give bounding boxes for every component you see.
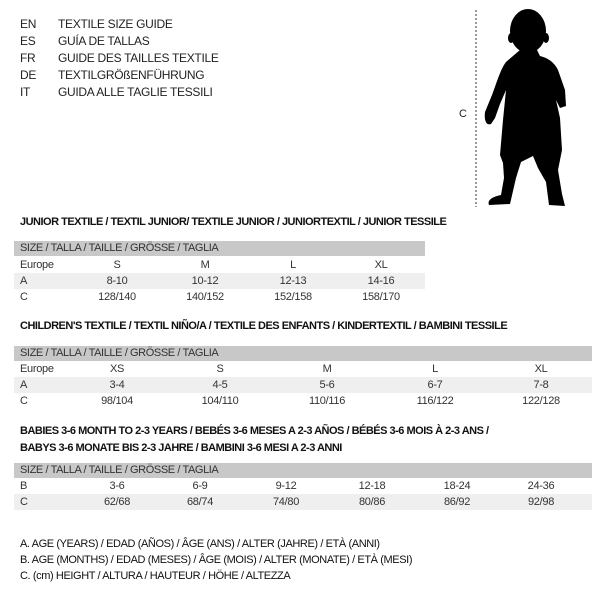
cell: 5-6 [319,379,335,391]
cell: L [432,363,438,375]
row-label: A [20,379,28,391]
height-label: C [459,108,467,120]
cell: XS [109,363,125,375]
cell: 80/86 [358,496,386,508]
cell: 92/98 [527,496,555,508]
legend-b: B. AGE (MONTHS) / EDAD (MESES) / ÂGE (MO… [20,554,413,566]
cell: S [216,363,224,375]
table-header: SIZE / TALLA / TAILLE / GRÖSSE / TAGLIA [14,346,592,361]
lang-code: ES [20,34,36,48]
cell: 9-12 [275,480,297,492]
cell: 4-5 [212,379,228,391]
lang-title: GUIDE DES TAILLES TEXTILE [58,51,219,65]
table-header: SIZE / TALLA / TAILLE / GRÖSSE / TAGLIA [14,241,425,256]
table-row: B 3-6 6-9 9-12 12-18 18-24 24-36 [14,478,592,494]
children-section-title: CHILDREN'S TEXTILE / TEXTIL NIÑO/A / TEX… [20,320,508,332]
babies-section-title-2: BABYS 3-6 MONATE BIS 2-3 JAHRE / BAMBINI… [20,442,342,454]
lang-code: FR [20,51,36,65]
row-label: C [20,395,28,407]
cell: XL [374,259,388,271]
cell: 18-24 [443,480,471,492]
row-label: C [20,496,28,508]
cell: 140/152 [186,291,224,303]
junior-section-title: JUNIOR TEXTILE / TEXTIL JUNIOR/ TEXTILE … [20,216,447,228]
cell: 3-6 [109,480,125,492]
table-header: SIZE / TALLA / TAILLE / GRÖSSE / TAGLIA [14,463,592,478]
lang-title: TEXTILE SIZE GUIDE [58,17,173,31]
row-label: A [20,275,28,287]
cell: S [113,259,121,271]
cell: 122/128 [522,395,560,407]
legend-a: A. AGE (YEARS) / EDAD (AÑOS) / ÂGE (ANS)… [20,538,380,550]
cell: 152/158 [274,291,312,303]
cell: 68/74 [186,496,214,508]
cell: 14-16 [367,275,395,287]
table-row: C 62/68 68/74 74/80 80/86 86/92 92/98 [14,494,592,510]
row-label: Europe [20,363,54,375]
cell: 158/170 [362,291,400,303]
cell: 104/110 [201,395,239,407]
babies-section-title: BABIES 3-6 MONTH TO 2-3 YEARS / BEBÉS 3-… [20,425,489,437]
cell: 110/116 [308,395,346,407]
table-row: A 8-10 10-12 12-13 14-16 [14,273,425,289]
cell: 6-7 [427,379,443,391]
cell: 62/68 [103,496,131,508]
cell: 7-8 [533,379,549,391]
table-row: A 3-4 4-5 5-6 6-7 7-8 [14,377,592,393]
row-label: B [20,480,28,492]
cell: 128/140 [98,291,136,303]
cell: M [200,259,210,271]
child-silhouette-icon [475,9,566,207]
row-label: C [20,291,28,303]
lang-title: GUIDA ALLE TAGLIE TESSILI [58,85,213,99]
lang-code: EN [20,17,37,31]
table-row: Europe XS S M L XL [14,361,592,377]
cell: 86/92 [443,496,471,508]
cell: 74/80 [272,496,300,508]
lang-title: GUÍA DE TALLAS [58,34,150,48]
table-row: Europe S M L XL [14,257,425,273]
cell: 12-18 [358,480,386,492]
cell: 10-12 [191,275,219,287]
lang-code: IT [20,85,31,99]
cell: 6-9 [192,480,208,492]
table-row: C 128/140 140/152 152/158 158/170 [14,289,425,305]
cell: M [322,363,332,375]
lang-title: TEXTILGRÖßENFÜHRUNG [58,68,205,82]
cell: L [290,259,296,271]
cell: 8-10 [106,275,128,287]
table-row: C 98/104 104/110 110/116 116/122 122/128 [14,393,592,409]
cell: 98/104 [101,395,133,407]
legend-c: C. (cm) HEIGHT / ALTURA / HAUTEUR / HÖHE… [20,570,291,582]
cell: 3-4 [109,379,125,391]
row-label: Europe [20,259,54,271]
cell: 116/122 [416,395,454,407]
lang-code: DE [20,68,37,82]
cell: XL [534,363,548,375]
cell: 12-13 [279,275,307,287]
cell: 24-36 [527,480,555,492]
